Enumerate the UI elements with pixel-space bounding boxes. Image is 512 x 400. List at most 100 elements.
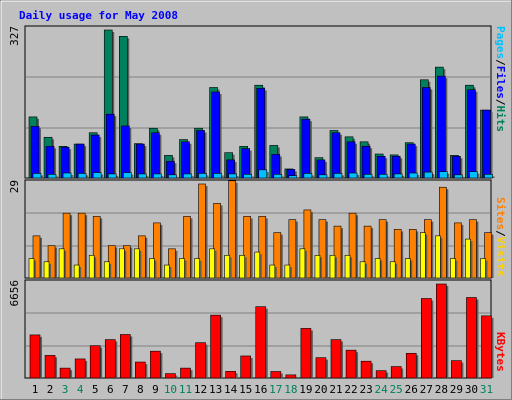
bar-visits-day-4: [77, 212, 86, 279]
ymax-label-visits: 29: [8, 180, 21, 193]
bar-pages-day-25: [393, 173, 403, 179]
x-tick-label-22: 22: [344, 383, 357, 396]
x-tick-label-11: 11: [179, 383, 192, 396]
legend-files: Files: [494, 66, 507, 99]
bar-pages-day-16: [258, 169, 268, 179]
bar-pages-day-30: [469, 171, 478, 179]
bar-sites-day-25: [389, 261, 396, 279]
bar-pages-day-28: [439, 171, 448, 179]
bar-sites-day-19: [299, 248, 306, 279]
bar-pages-day-6: [107, 173, 117, 179]
bar-sites-day-26: [404, 258, 411, 279]
x-tick-label-18: 18: [284, 383, 297, 396]
bar-pages-day-13: [213, 173, 222, 179]
bar-kbytes-day-31: [481, 315, 492, 379]
bar-kbytes-day-24: [375, 370, 387, 379]
bar-kbytes-day-20: [315, 357, 327, 379]
ymax-label-kbytes: 6656: [8, 280, 21, 307]
x-tick-label-3: 3: [62, 383, 69, 396]
bar-visits-day-19: [303, 209, 312, 279]
bar-visits-day-16: [258, 216, 267, 279]
legend-pages: Pages: [494, 26, 507, 59]
legend-hits-label: Hits: [494, 106, 507, 133]
bar-visits-day-13: [213, 203, 221, 279]
x-tick-label-2: 2: [47, 383, 54, 396]
x-tick-label-14: 14: [224, 383, 238, 396]
bar-kbytes-day-26: [405, 352, 417, 379]
bar-files-day-1: [30, 126, 40, 179]
bar-files-day-19: [301, 118, 311, 179]
bar-kbytes-day-15: [240, 355, 251, 379]
x-tick-label-13: 13: [209, 383, 222, 396]
bar-kbytes-day-28: [436, 283, 447, 379]
bar-kbytes-day-12: [195, 342, 206, 379]
bar-pages-day-31: [484, 174, 493, 179]
bar-kbytes-day-9: [150, 350, 161, 379]
bar-kbytes-day-2: [44, 355, 56, 379]
chart-title: Daily usage for May 2008: [19, 9, 178, 22]
bar-kbytes-day-17: [270, 371, 282, 379]
bar-sites-day-16: [254, 251, 261, 279]
bar-files-day-5: [90, 134, 100, 179]
bar-visits-day-11: [183, 216, 191, 279]
bar-pages-day-10: [168, 174, 177, 179]
bar-pages-day-15: [243, 174, 252, 179]
bar-sites-day-11: [179, 258, 185, 279]
bar-sites-day-10: [164, 264, 170, 279]
bar-sites-day-30: [465, 238, 471, 279]
bar-files-day-30: [467, 89, 476, 179]
bar-pages-day-12: [198, 173, 207, 179]
bar-visits-day-17: [273, 232, 282, 279]
bar-pages-day-24: [378, 174, 388, 179]
bar-kbytes-day-11: [180, 367, 191, 379]
bar-files-day-13: [211, 91, 220, 179]
bar-sites-day-9: [149, 258, 155, 279]
bar-sites-day-15: [239, 255, 245, 279]
x-tick-label-15: 15: [239, 383, 252, 396]
legend-sites: Sites: [494, 197, 507, 230]
legend-kbytes: KBytes: [494, 332, 507, 372]
bar-pages-day-17: [273, 174, 283, 179]
bar-kbytes-day-21: [330, 339, 342, 379]
bars: [28, 29, 495, 379]
labels: 1 2 3 4 5 6 7 8 9 10 11 12 13 14 15 16 17 18 19 20 21 22 23 24 2…: [32, 383, 493, 396]
bar-sites-day-14: [224, 255, 230, 279]
bar-pages-day-20: [318, 174, 328, 179]
x-tick-label-8: 8: [137, 383, 144, 396]
bar-visits-day-21: [333, 225, 342, 279]
bar-kbytes-day-4: [74, 358, 86, 379]
bar-pages-day-27: [423, 171, 433, 179]
bar-pages-day-1: [32, 173, 42, 179]
legend-hits: Pages/Files/Hits: [494, 26, 507, 132]
bar-pages-day-8: [138, 173, 147, 179]
bar-files-day-31: [482, 109, 491, 179]
x-tick-label-7: 7: [122, 383, 129, 396]
bar-pages-day-14: [228, 173, 237, 179]
bar-pages-day-19: [303, 173, 313, 179]
bar-files-day-2: [45, 146, 55, 179]
x-tick-label-30: 30: [465, 383, 478, 396]
x-tick-label-25: 25: [390, 383, 403, 396]
bar-kbytes-day-5: [89, 345, 101, 379]
bar-visits-day-29: [454, 222, 462, 279]
bar-pages-day-29: [454, 174, 463, 179]
bar-sites-day-23: [359, 261, 366, 279]
x-tick-label-12: 12: [194, 383, 207, 396]
bar-kbytes-day-23: [360, 360, 372, 379]
bar-files-day-12: [196, 130, 205, 179]
bar-sites-day-17: [269, 264, 276, 279]
bar-kbytes-day-8: [135, 361, 146, 379]
bar-visits-day-22: [348, 212, 357, 279]
x-tick-label-24: 24: [375, 383, 389, 396]
bar-visits-day-31: [484, 232, 492, 279]
bar-visits-day-1: [32, 235, 41, 279]
bar-sites-day-29: [450, 258, 456, 279]
bar-pages-day-3: [62, 172, 72, 179]
bar-kbytes-day-13: [210, 314, 221, 379]
bar-sites-day-20: [314, 255, 321, 279]
bar-sites-day-5: [88, 255, 95, 279]
x-tick-label-27: 27: [420, 383, 433, 396]
x-tick-label-9: 9: [152, 383, 159, 396]
ymax-label-hits: 327: [8, 26, 21, 46]
